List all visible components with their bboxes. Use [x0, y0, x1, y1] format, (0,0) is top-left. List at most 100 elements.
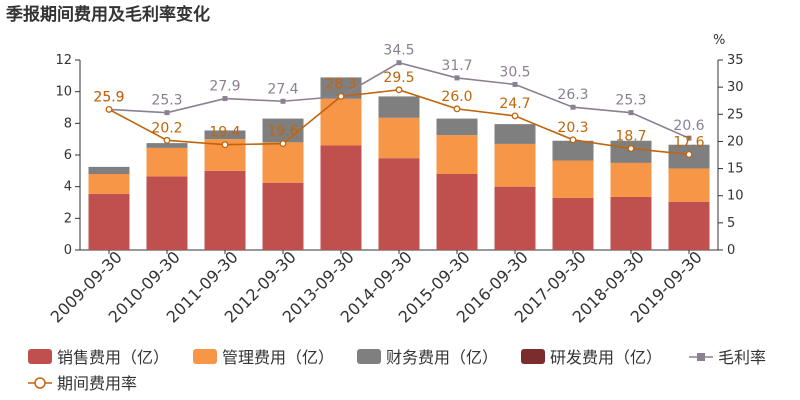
bar-segment	[378, 117, 420, 159]
point-marker	[569, 136, 577, 144]
bar-segment	[668, 201, 710, 250]
point-marker	[628, 110, 634, 116]
point-marker	[686, 135, 692, 141]
bar-segment	[262, 142, 304, 183]
data-label: 20.2	[151, 120, 182, 136]
right-tick-label: 10	[727, 189, 744, 204]
bar-segment	[88, 166, 130, 174]
bar-segment	[378, 158, 420, 250]
bar-segment	[552, 197, 594, 250]
point-marker	[164, 110, 170, 116]
point-marker	[222, 96, 228, 102]
bar-segment	[436, 118, 478, 136]
point-marker	[627, 145, 635, 152]
data-label: 19.4	[209, 125, 240, 141]
bar-segment	[204, 130, 246, 140]
bar-segment	[204, 170, 246, 250]
bar-segment	[146, 147, 188, 177]
data-label: 27.4	[267, 81, 298, 97]
right-tick-label: 20	[727, 134, 744, 149]
left-tick-label: 0	[64, 243, 72, 258]
point-marker	[163, 136, 171, 144]
legend-label: 毛利率	[718, 348, 766, 367]
bars	[88, 77, 710, 250]
legend-label: 财务费用（亿）	[386, 348, 498, 367]
bar-segment	[146, 143, 188, 148]
bar-segment	[146, 176, 188, 250]
left-tick-label: 12	[55, 53, 72, 68]
data-label: 28.3	[325, 76, 356, 92]
point-marker	[454, 75, 460, 81]
legend-marker-gross-margin	[697, 353, 705, 361]
right-tick-label: 5	[727, 216, 735, 231]
point-marker	[279, 140, 287, 148]
right-axis-unit: %	[713, 33, 725, 48]
bar-segment	[436, 174, 478, 250]
legend-swatch	[28, 349, 52, 364]
bar-segment	[610, 196, 652, 250]
legend-label: 管理费用（亿）	[222, 348, 334, 367]
data-label: 25.9	[93, 89, 124, 105]
bar-segment	[494, 124, 536, 144]
x-ticks: 2009-09-302010-09-302011-09-302012-09-30…	[47, 247, 706, 326]
bar-segment	[320, 98, 362, 146]
legend-swatch	[357, 349, 381, 364]
point-marker	[512, 81, 518, 87]
legend-marker-expense-ratio	[34, 377, 46, 389]
left-tick-label: 10	[55, 85, 72, 100]
bar-segment	[436, 135, 478, 174]
point-marker	[453, 105, 461, 113]
bar-segment	[668, 168, 710, 202]
data-label: 26.3	[557, 87, 588, 103]
data-label: 20.3	[557, 120, 588, 136]
bar-segment	[610, 162, 652, 197]
data-label: 19.6	[267, 124, 298, 140]
bar-segment	[88, 174, 130, 194]
bar-segment	[262, 182, 304, 250]
left-tick-label: 6	[64, 148, 72, 163]
bar-segment	[378, 96, 420, 118]
legend-label: 研发费用（亿）	[550, 348, 662, 367]
right-tick-label: 25	[727, 107, 744, 122]
point-marker	[570, 104, 576, 110]
data-label: 31.7	[441, 58, 472, 74]
right-tick-label: 0	[727, 243, 735, 258]
data-label: 25.9	[93, 89, 124, 105]
point-marker	[511, 112, 519, 120]
point-marker	[396, 60, 402, 66]
bar-segment	[320, 145, 362, 250]
point-marker	[105, 105, 113, 113]
legend-swatch	[521, 349, 545, 364]
data-label: 28.3	[325, 76, 356, 92]
right-tick-label: 30	[727, 80, 744, 95]
point-marker	[685, 151, 693, 158]
data-label: 29.5	[383, 70, 414, 86]
legend-swatch	[193, 349, 217, 364]
bar-segment	[88, 193, 130, 250]
bar-segment	[494, 143, 536, 187]
left-tick-label: 4	[64, 180, 72, 195]
legend-label: 销售费用（亿）	[57, 348, 169, 367]
data-label: 25.3	[615, 93, 646, 109]
data-labels: 25.9 25.3 27.9 27.4 28.3 34.5 31.7 30.5 26.3 25.3…	[93, 43, 704, 151]
point-marker	[221, 141, 229, 149]
bar-segment	[552, 140, 594, 161]
bar-segment	[262, 118, 304, 143]
point-marker	[280, 98, 286, 104]
chart-title: 季报期间费用及毛利率变化	[6, 4, 210, 25]
right-tick-label: 15	[727, 162, 744, 177]
data-label: 26.0	[441, 89, 472, 105]
data-label: 17.6	[673, 134, 704, 150]
legend-label: 期间费用率	[57, 374, 137, 393]
bar-segment	[494, 186, 536, 250]
data-label: 27.9	[209, 79, 240, 95]
point-marker	[337, 92, 345, 100]
lines	[105, 60, 693, 158]
data-label: 30.5	[499, 64, 530, 80]
data-label: 34.5	[383, 43, 414, 59]
right-tick-label: 35	[727, 53, 744, 68]
data-label: 18.7	[615, 128, 646, 144]
data-label: 20.6	[673, 118, 704, 134]
